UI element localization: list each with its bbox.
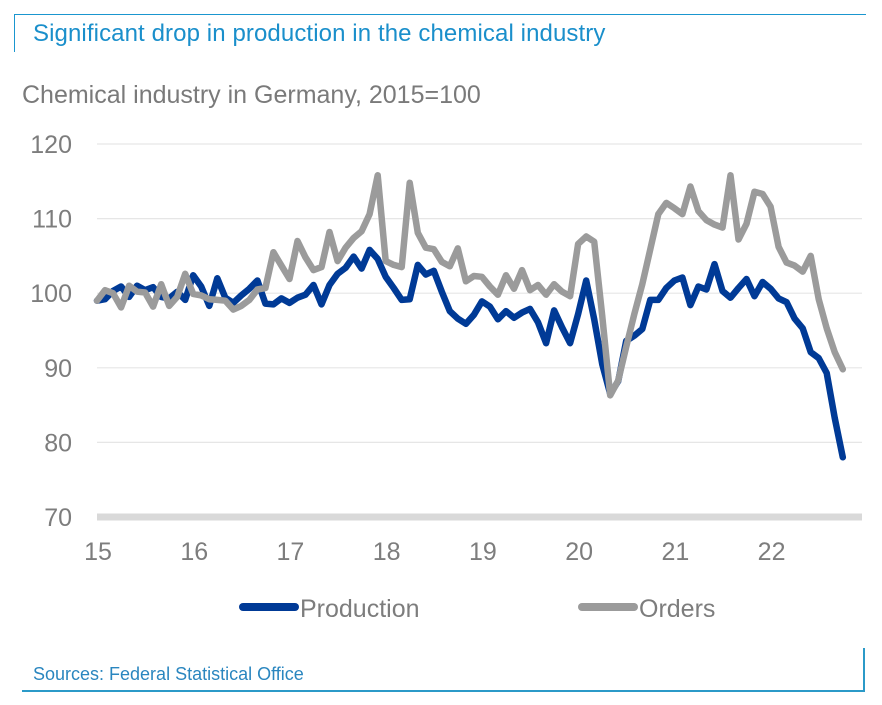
x-tick-label-15: 15 bbox=[84, 538, 112, 566]
x-tick-label-20: 20 bbox=[565, 538, 593, 566]
y-tick-label-120: 120 bbox=[30, 131, 72, 159]
y-tick-label-80: 80 bbox=[44, 429, 72, 457]
x-tick-label-21: 21 bbox=[661, 538, 689, 566]
series-line-orders bbox=[93, 172, 847, 399]
chart-subtitle: Chemical industry in Germany, 2015=100 bbox=[22, 81, 481, 109]
y-tick-label-100: 100 bbox=[30, 280, 72, 308]
x-tick-label-19: 19 bbox=[469, 538, 497, 566]
y-tick-label-90: 90 bbox=[44, 355, 72, 383]
x-tick-label-17: 17 bbox=[277, 538, 305, 566]
y-tick-label-110: 110 bbox=[32, 206, 72, 234]
source-note: Sources: Federal Statistical Office bbox=[33, 664, 304, 684]
y-tick-label-70: 70 bbox=[44, 504, 72, 532]
footer-bottom-rule bbox=[22, 690, 865, 692]
legend-label-orders: Orders bbox=[639, 595, 715, 623]
legend-label-production: Production bbox=[300, 595, 420, 623]
x-tick-label-22: 22 bbox=[758, 538, 786, 566]
series-lines bbox=[93, 172, 847, 461]
title-frame-top-rule bbox=[14, 14, 866, 15]
x-tick-label-18: 18 bbox=[373, 538, 401, 566]
series-line-production bbox=[93, 246, 847, 461]
gridlines bbox=[97, 143, 862, 521]
footer-right-rule bbox=[863, 648, 865, 692]
x-tick-label-16: 16 bbox=[180, 538, 208, 566]
legend: Production Orders bbox=[239, 595, 715, 623]
y-axis-tick-labels: 70 80 90 100 110 120 bbox=[30, 131, 72, 532]
title-frame-left-rule bbox=[14, 14, 15, 52]
chart-title: Significant drop in production in the ch… bbox=[33, 20, 606, 47]
x-axis-tick-labels: 15 16 17 18 19 20 21 22 bbox=[84, 538, 785, 566]
